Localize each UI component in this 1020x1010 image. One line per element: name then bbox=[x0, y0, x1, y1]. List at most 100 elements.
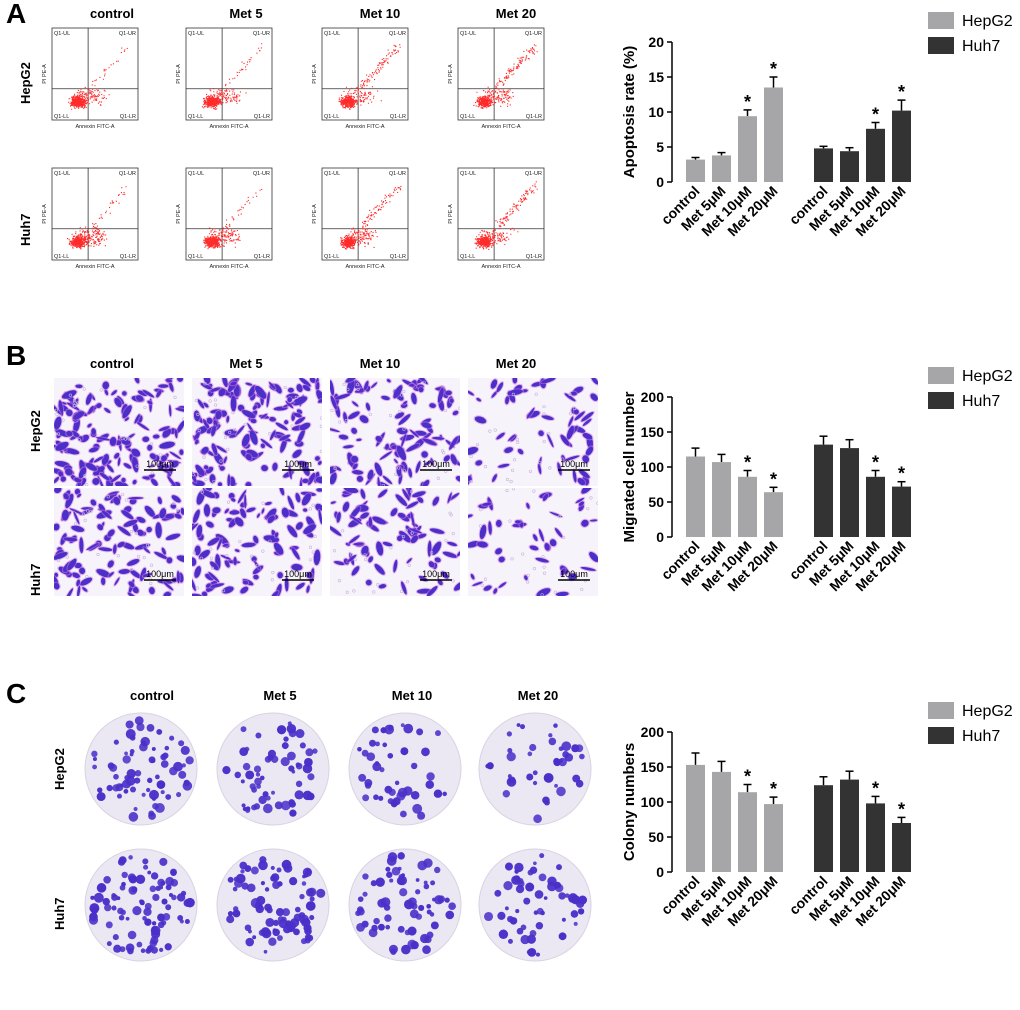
svg-text:Annexin FITC-A: Annexin FITC-A bbox=[345, 264, 384, 270]
column-header: control bbox=[89, 356, 135, 371]
column-header: Met 20 bbox=[517, 688, 559, 703]
panel-letter-b: B bbox=[6, 340, 27, 371]
bar-hepg2 bbox=[712, 771, 731, 872]
svg-text:Q1-LR: Q1-LR bbox=[254, 114, 270, 120]
flow-cytometry-plot: Q1-UL Q1-UR Q1-LL Q1-LR Annexin FITC-A PI PE-… bbox=[176, 27, 273, 130]
svg-text:PI PE-A: PI PE-A bbox=[448, 64, 454, 84]
svg-text:Q1-LL: Q1-LL bbox=[324, 254, 339, 260]
svg-text:Q1-UR: Q1-UR bbox=[119, 171, 136, 177]
svg-text:PI PE-A: PI PE-A bbox=[42, 64, 48, 84]
svg-text:PI PE-A: PI PE-A bbox=[448, 204, 454, 224]
flow-cytometry-plot: Q1-UL Q1-UR Q1-LL Q1-LR Annexin FITC-A PI PE-… bbox=[448, 27, 545, 130]
svg-text:Q1-UL: Q1-UL bbox=[54, 31, 70, 37]
svg-text:Q1-LR: Q1-LR bbox=[526, 254, 542, 260]
bar-hepg2 bbox=[712, 462, 731, 537]
y-tick-label: 150 bbox=[641, 759, 665, 775]
svg-text:Q1-UR: Q1-UR bbox=[253, 171, 270, 177]
y-axis-label: Colony numbers bbox=[621, 743, 638, 861]
bar-hepg2 bbox=[738, 116, 757, 182]
panel-letter-c: C bbox=[6, 678, 27, 709]
column-header: control bbox=[89, 6, 135, 21]
bar-hepg2 bbox=[764, 87, 783, 182]
svg-text:Q1-LR: Q1-LR bbox=[120, 114, 136, 120]
significance-marker: * bbox=[744, 767, 751, 787]
column-header: Met 20 bbox=[495, 356, 537, 371]
svg-text:Q1-UL: Q1-UL bbox=[324, 171, 340, 177]
bar-huh7 bbox=[840, 779, 859, 872]
svg-text:100μm: 100μm bbox=[146, 459, 174, 469]
svg-text:100μm: 100μm bbox=[284, 569, 312, 579]
svg-text:Q1-LR: Q1-LR bbox=[120, 254, 136, 260]
svg-text:100μm: 100μm bbox=[422, 459, 450, 469]
transwell-micrograph: 100μm bbox=[468, 488, 598, 596]
bar-hepg2 bbox=[764, 492, 783, 537]
svg-text:Q1-LR: Q1-LR bbox=[390, 114, 406, 120]
y-tick-label: 150 bbox=[641, 424, 665, 440]
significance-marker: * bbox=[898, 799, 905, 819]
legend-label: HepG2 bbox=[962, 703, 1013, 720]
flow-cytometry-plot: Q1-UL Q1-UR Q1-LL Q1-LR Annexin FITC-A PI PE-… bbox=[176, 167, 273, 270]
transwell-micrograph: 100μm bbox=[192, 488, 322, 596]
y-tick-label: 15 bbox=[648, 69, 664, 85]
svg-text:Q1-LR: Q1-LR bbox=[390, 254, 406, 260]
bar-hepg2 bbox=[738, 476, 757, 537]
bar-huh7 bbox=[866, 128, 885, 182]
colony-plate bbox=[478, 712, 592, 826]
svg-text:100μm: 100μm bbox=[560, 569, 588, 579]
legend-label: Huh7 bbox=[962, 728, 1000, 745]
y-tick-label: 200 bbox=[641, 389, 665, 405]
svg-text:Q1-UR: Q1-UR bbox=[525, 31, 542, 37]
svg-text:Q1-UL: Q1-UL bbox=[460, 31, 476, 37]
svg-text:Q1-LL: Q1-LL bbox=[324, 114, 339, 120]
svg-text:Q1-LL: Q1-LL bbox=[460, 254, 475, 260]
significance-marker: * bbox=[898, 82, 905, 102]
column-header: Met 5 bbox=[229, 356, 263, 371]
bar-hepg2 bbox=[686, 159, 705, 182]
y-tick-label: 10 bbox=[648, 104, 664, 120]
svg-text:Q1-UL: Q1-UL bbox=[54, 171, 70, 177]
bar-huh7 bbox=[892, 486, 911, 537]
y-tick-label: 0 bbox=[656, 529, 664, 545]
svg-text:Q1-LR: Q1-LR bbox=[254, 254, 270, 260]
svg-text:Q1-LL: Q1-LL bbox=[54, 114, 69, 120]
transwell-micrograph: 100μm bbox=[192, 378, 322, 486]
significance-marker: * bbox=[872, 778, 879, 798]
transwell-micrograph: 100μm bbox=[468, 378, 598, 486]
flow-cytometry-plot: Q1-UL Q1-UR Q1-LL Q1-LR Annexin FITC-A PI PE-… bbox=[42, 27, 139, 130]
row-header: HepG2 bbox=[52, 748, 67, 790]
panel-letter-a: A bbox=[6, 0, 27, 29]
svg-text:Q1-UL: Q1-UL bbox=[188, 171, 204, 177]
bar-huh7 bbox=[866, 476, 885, 537]
svg-text:Annexin FITC-A: Annexin FITC-A bbox=[481, 124, 520, 130]
svg-text:PI PE-A: PI PE-A bbox=[42, 204, 48, 224]
transwell-micrograph: 100μm bbox=[54, 378, 184, 486]
bar-hepg2 bbox=[686, 456, 705, 537]
svg-text:Q1-UR: Q1-UR bbox=[389, 171, 406, 177]
svg-text:Annexin FITC-A: Annexin FITC-A bbox=[209, 124, 248, 130]
row-header: Huh7 bbox=[28, 563, 43, 597]
column-header: control bbox=[129, 688, 175, 703]
transwell-micrograph: 100μm bbox=[54, 488, 184, 596]
legend-label: HepG2 bbox=[962, 368, 1013, 385]
svg-text:Q1-LR: Q1-LR bbox=[526, 114, 542, 120]
y-tick-label: 100 bbox=[641, 459, 665, 475]
svg-text:PI PE-A: PI PE-A bbox=[312, 204, 318, 224]
svg-text:Q1-UR: Q1-UR bbox=[119, 31, 136, 37]
transwell-micrograph: 100μm bbox=[330, 488, 460, 596]
svg-text:Q1-LL: Q1-LL bbox=[188, 254, 203, 260]
column-header: Met 10 bbox=[359, 356, 401, 371]
column-header: Met 5 bbox=[263, 688, 297, 703]
legend-swatch bbox=[928, 392, 954, 409]
significance-marker: * bbox=[770, 469, 777, 489]
row-header: HepG2 bbox=[28, 410, 43, 452]
y-tick-label: 20 bbox=[648, 34, 664, 50]
flow-cytometry-plot: Q1-UL Q1-UR Q1-LL Q1-LR Annexin FITC-A PI PE-… bbox=[42, 167, 139, 270]
svg-text:Annexin FITC-A: Annexin FITC-A bbox=[345, 124, 384, 130]
colony-plate bbox=[348, 848, 462, 962]
flow-cytometry-plot: Q1-UL Q1-UR Q1-LL Q1-LR Annexin FITC-A PI PE-… bbox=[448, 167, 545, 270]
svg-text:100μm: 100μm bbox=[146, 569, 174, 579]
y-tick-label: 0 bbox=[656, 174, 664, 190]
svg-text:Q1-LL: Q1-LL bbox=[54, 254, 69, 260]
